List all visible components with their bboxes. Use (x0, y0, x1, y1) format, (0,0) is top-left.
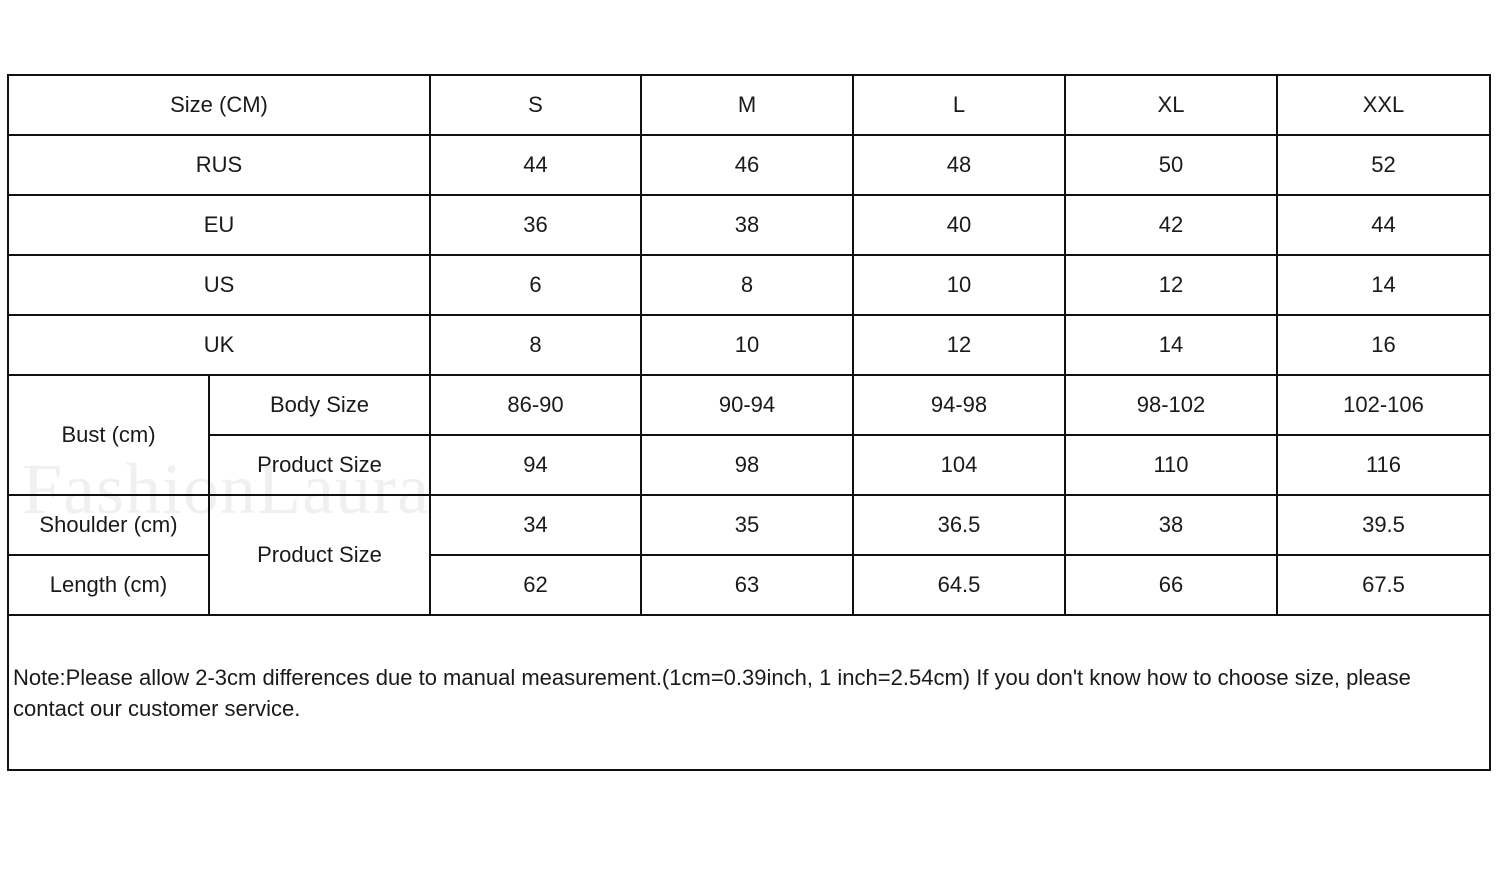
table-row: RUS 44 46 48 50 52 (7, 134, 1491, 196)
cell: 64.5 (852, 554, 1066, 616)
cell: 10 (852, 254, 1066, 316)
cell: 44 (429, 134, 642, 196)
cell: 38 (1064, 494, 1278, 556)
cell: 16 (1276, 314, 1491, 376)
row-label: EU (7, 194, 431, 256)
cell: 44 (1276, 194, 1491, 256)
cell: 63 (640, 554, 854, 616)
cell: 62 (429, 554, 642, 616)
size-header: L (852, 74, 1066, 136)
cell: 6 (429, 254, 642, 316)
cell: 10 (640, 314, 854, 376)
cell: 34 (429, 494, 642, 556)
row-label: UK (7, 314, 431, 376)
cell: 94-98 (852, 374, 1066, 436)
header-row: Size (CM) S M L XL XXL (7, 74, 1491, 136)
shoulder-label: Shoulder (cm) (7, 494, 210, 556)
cell: 36.5 (852, 494, 1066, 556)
table-row: UK 8 10 12 14 16 (7, 314, 1491, 376)
cell: 39.5 (1276, 494, 1491, 556)
size-header: XXL (1276, 74, 1491, 136)
cell: 12 (852, 314, 1066, 376)
cell: 86-90 (429, 374, 642, 436)
body-size-label: Body Size (208, 374, 431, 436)
cell: 104 (852, 434, 1066, 496)
cell: 90-94 (640, 374, 854, 436)
cell: 52 (1276, 134, 1491, 196)
cell: 48 (852, 134, 1066, 196)
row-label: RUS (7, 134, 431, 196)
cell: 14 (1276, 254, 1491, 316)
cell: 98-102 (1064, 374, 1278, 436)
cell: 35 (640, 494, 854, 556)
table-row: US 6 8 10 12 14 (7, 254, 1491, 316)
length-label: Length (cm) (7, 554, 210, 616)
size-header: XL (1064, 74, 1278, 136)
size-header: S (429, 74, 642, 136)
cell: 8 (429, 314, 642, 376)
cell: 98 (640, 434, 854, 496)
header-label: Size (CM) (7, 74, 431, 136)
bust-label: Bust (cm) (7, 374, 210, 496)
cell: 110 (1064, 434, 1278, 496)
cell: 102-106 (1276, 374, 1491, 436)
cell: 38 (640, 194, 854, 256)
cell: 40 (852, 194, 1066, 256)
cell: 66 (1064, 554, 1278, 616)
cell: 36 (429, 194, 642, 256)
cell: 67.5 (1276, 554, 1491, 616)
note-text: Note:Please allow 2-3cm differences due … (7, 614, 1491, 771)
row-label: US (7, 254, 431, 316)
table-row: Length (cm) 62 63 64.5 66 67.5 (7, 554, 1491, 616)
table-row: Shoulder (cm) Product Size 34 35 36.5 38 39.… (7, 494, 1491, 616)
cell: 116 (1276, 434, 1491, 496)
table-row: Product Size 94 98 104 110 116 (8, 434, 1491, 496)
size-chart-table: Size (CM) S M L XL XXL RUS 44 46 48 50 52 EU 3… (7, 74, 1491, 771)
table-row: Bust (cm) Body Size 86-90 90-94 94-98 98-10… (7, 374, 1491, 496)
cell: 94 (429, 434, 642, 496)
cell: 12 (1064, 254, 1278, 316)
cell: 46 (640, 134, 854, 196)
note-row: Note:Please allow 2-3cm differences due … (7, 614, 1491, 771)
cell: 50 (1064, 134, 1278, 196)
table-row: EU 36 38 40 42 44 (7, 194, 1491, 256)
product-size-label: Product Size (208, 494, 431, 616)
product-size-label: Product Size (208, 434, 431, 496)
size-header: M (640, 74, 854, 136)
cell: 8 (640, 254, 854, 316)
cell: 42 (1064, 194, 1278, 256)
cell: 14 (1064, 314, 1278, 376)
